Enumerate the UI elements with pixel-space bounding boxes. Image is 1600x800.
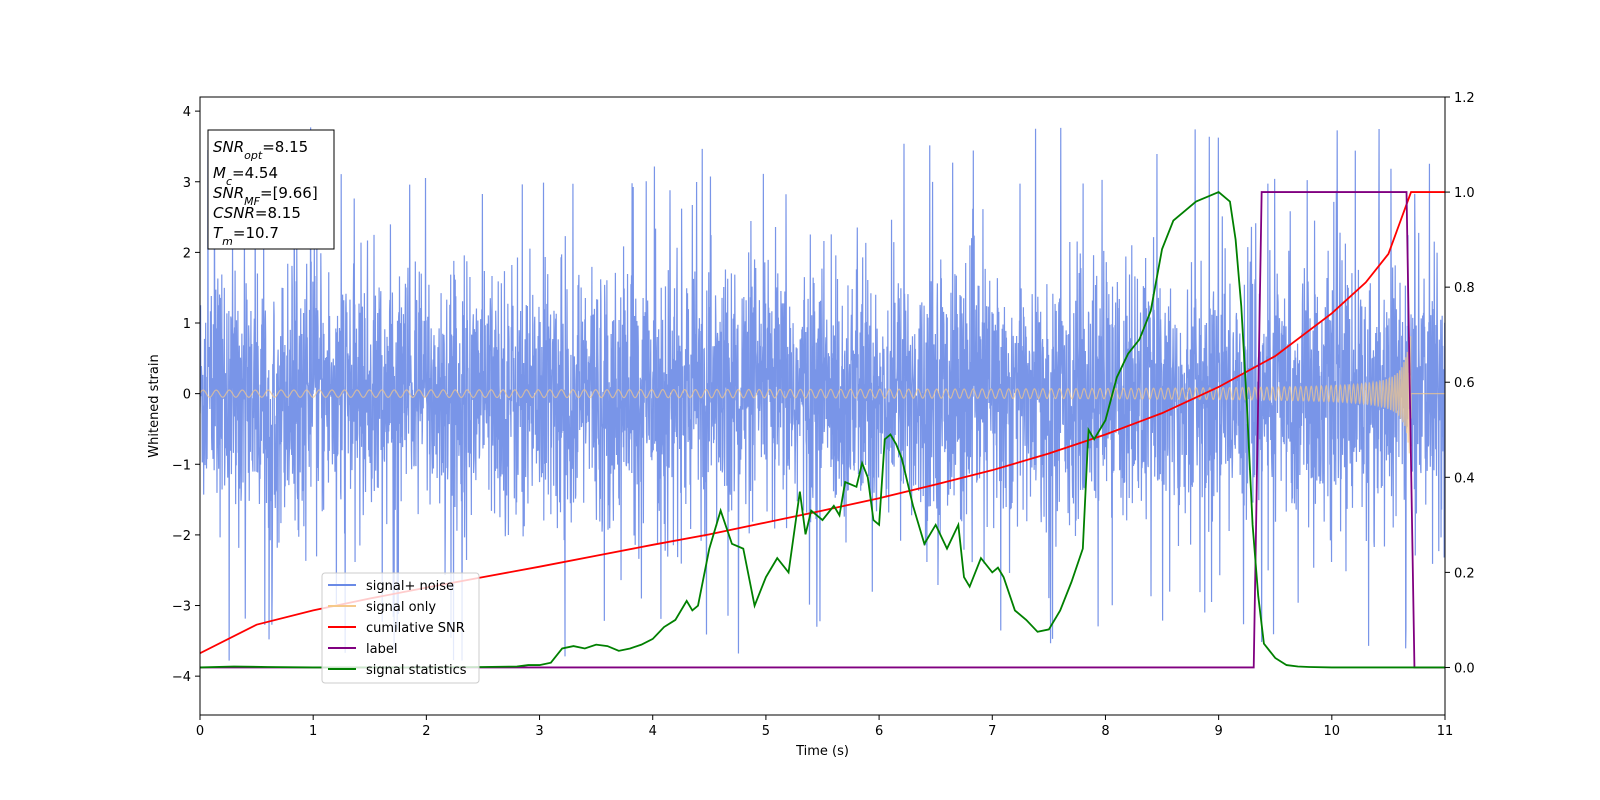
y-left-tick-label: 2 [183, 246, 191, 261]
x-tick-label: 8 [1101, 724, 1109, 739]
legend: signal+ noise signal only cumilative SNR la… [321, 572, 480, 684]
y-right-tick-label: 0.4 [1454, 471, 1475, 486]
series-signal-only [200, 336, 1445, 454]
x-tick-label: 11 [1437, 724, 1454, 739]
x-tick-label: 4 [649, 724, 657, 739]
y-right-tick-label: 1.0 [1454, 186, 1475, 201]
y-right-tick-label: 0.0 [1454, 661, 1475, 676]
y-left-tick-label: 4 [183, 105, 191, 120]
x-tick-label: 6 [875, 724, 883, 739]
legend-entry: signal only [366, 600, 436, 615]
y-left-tick-label: 3 [183, 176, 191, 191]
legend-entry: cumilative SNR [366, 621, 465, 636]
x-tick-label: 2 [422, 724, 430, 739]
x-tick-label: 10 [1324, 724, 1341, 739]
y-left-tick-label: −4 [172, 670, 191, 685]
y-left-tick-label: −1 [172, 458, 191, 473]
y-left-tick-label: −3 [172, 600, 191, 615]
info-box: SNRopt=8.15 Mc=4.54 SNRMF=[9.66] CSNR=8.… [207, 129, 335, 250]
y-left-tick-label: 0 [183, 388, 191, 403]
y-right-tick-label: 1.2 [1454, 91, 1475, 106]
y-right-tick-label: 0.6 [1454, 376, 1475, 391]
legend-entry: signal statistics [366, 663, 467, 678]
legend-frame [321, 572, 480, 684]
info-snr-opt: SNRopt=8.15 [213, 138, 308, 162]
y-right-tick-label: 0.8 [1454, 281, 1475, 296]
info-tm: Tm=10.7 [213, 224, 279, 248]
x-axis: 0 1 2 3 4 5 6 7 8 9 10 11 [196, 715, 1453, 739]
y-axis-left: −4 −3 −2 −1 0 1 2 3 4 [172, 105, 200, 685]
info-snr-mf: SNRMF=[9.66] [213, 184, 318, 208]
x-tick-label: 3 [535, 724, 543, 739]
plot-frame [199, 96, 1446, 716]
legend-entry: signal+ noise [366, 579, 454, 594]
y-left-tick-label: −2 [172, 529, 191, 544]
x-tick-label: 9 [1214, 724, 1222, 739]
x-tick-label: 0 [196, 724, 204, 739]
series-signal-statistics [200, 191, 1445, 669]
x-tick-label: 1 [309, 724, 317, 739]
y-axis-right: 0.0 0.2 0.4 0.6 0.8 1.0 1.2 [1445, 91, 1475, 676]
series-signal-noise [200, 127, 1445, 661]
y-right-tick-label: 0.2 [1454, 566, 1475, 581]
info-box-frame [207, 129, 335, 250]
info-csnr: CSNR=8.15 [213, 204, 301, 222]
info-mc: Mc=4.54 [213, 164, 278, 188]
x-axis-label: Time (s) [795, 744, 849, 759]
x-tick-label: 7 [988, 724, 996, 739]
x-tick-label: 5 [762, 724, 770, 739]
y-axis-label: Whitened strain [147, 354, 162, 457]
legend-entry: label [366, 642, 397, 657]
y-left-tick-label: 1 [183, 317, 191, 332]
